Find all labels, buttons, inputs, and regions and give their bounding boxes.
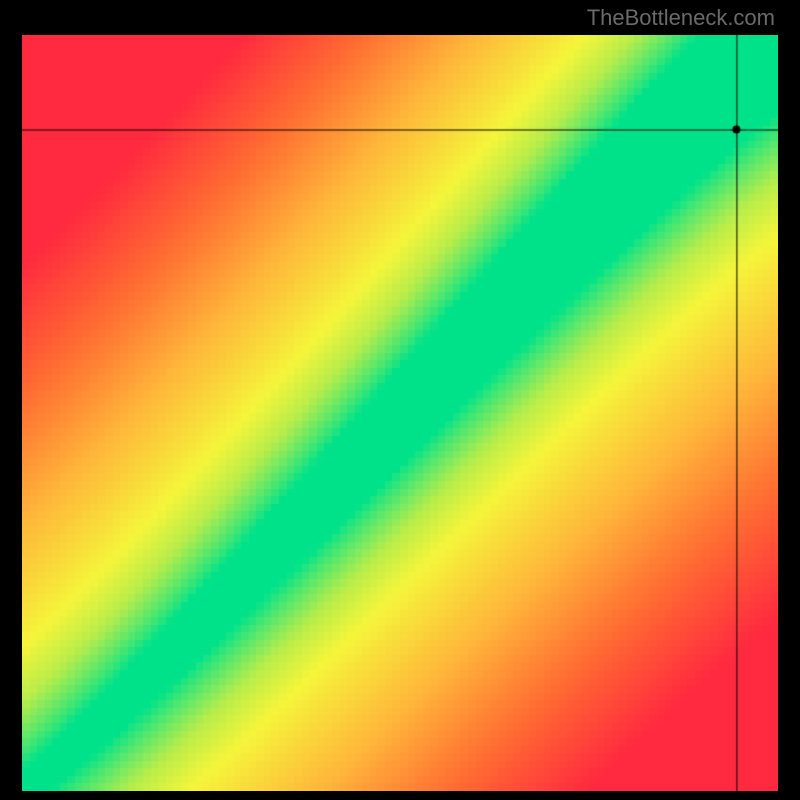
watermark-text: TheBottleneck.com xyxy=(587,5,775,31)
heatmap-canvas xyxy=(22,35,778,791)
heatmap-plot xyxy=(22,35,778,791)
